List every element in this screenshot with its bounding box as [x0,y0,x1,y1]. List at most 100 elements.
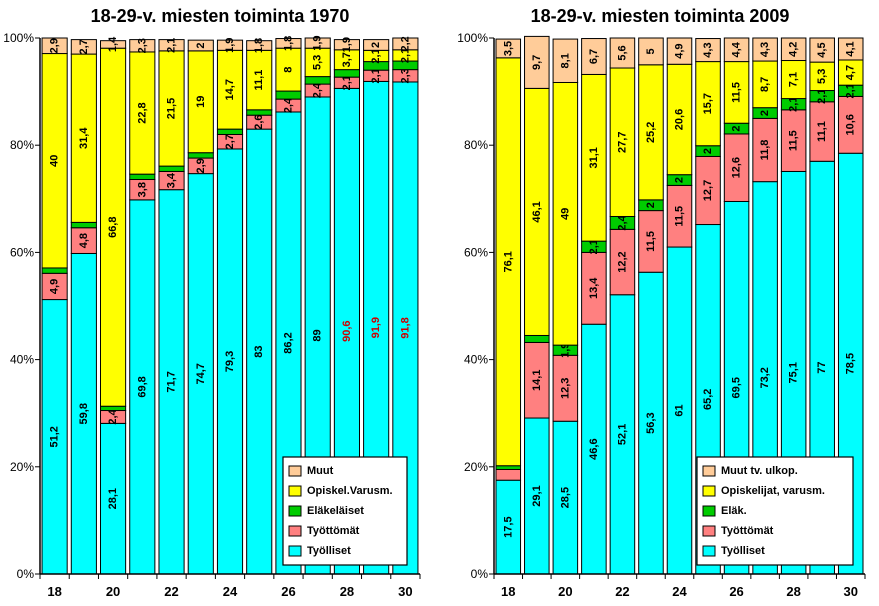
data-label: 2 [195,42,207,48]
data-label: 76,1 [502,251,514,272]
legend-swatch [288,505,302,517]
data-label: 9,7 [531,55,543,70]
bar-segment [723,133,750,202]
data-label: 13,4 [588,277,600,299]
bar-segment [780,109,807,172]
data-label: 2,1 [399,48,411,63]
x-tick-label: 28 [340,584,354,599]
bar-segment [495,479,522,575]
bar-segment [552,354,579,422]
data-label: 4,8 [78,233,90,248]
x-tick-label: 24 [223,584,238,599]
data-label: 2,4 [616,214,628,230]
data-label: 2,3 [136,38,148,53]
y-tick-label: 20% [10,460,34,474]
bar-segment [100,405,127,412]
bar-segment [275,90,302,100]
bar-segment [129,39,156,53]
chart-2009-svg: 17,5 76,1 3,5 29,1 14,1 46,1 9,7 28,5 12,3 1,9 49 8… [457,31,866,599]
bar-segment [723,37,750,63]
data-label: 19 [195,96,207,108]
data-label: 31,1 [588,147,600,168]
bar-segment [609,294,636,575]
data-label: 11,5 [731,82,743,103]
data-label: 4,3 [759,42,771,57]
bar-segment [638,210,664,273]
y-tick-label: 40% [10,353,34,367]
x-tick-label: 18 [501,584,515,599]
legend: Muut tv. ulkop. Opiskelijat, varusm. Eläk.… [696,456,854,566]
bar-segment [187,39,214,52]
bar-segment [638,37,664,66]
data-label: 2,1 [370,48,382,63]
data-label: 1,8 [253,38,265,53]
bar-segment [552,38,579,83]
legend-label: Eläk. [721,505,747,517]
x-tick-label: 28 [786,584,800,599]
chart-1970-svg: 51,2 4,9 40 2,9 59,8 4,8 31,4 2,7 28,1 2,4 66,8 1,4… [3,31,421,599]
data-label: 14,7 [224,79,236,100]
bar-segment [495,465,522,470]
chart-title: 18-29-v. miesten toiminta 2009 [530,6,790,26]
legend-box [282,456,408,566]
data-label: 5 [645,48,657,54]
data-label: 52,1 [616,424,628,445]
legend: Muut Opiskel.Varusm. Eläkeläiset Työttömät T… [282,456,408,566]
bar-segment [695,155,721,226]
bar-segment [158,39,185,52]
y-tick-label: 100% [3,31,34,45]
data-label: 12,7 [702,180,714,201]
bar-segment [609,67,636,217]
data-label: 61 [674,404,686,416]
bar-segment [581,38,607,75]
bar-segment [695,38,721,63]
data-label: 46,1 [531,201,543,222]
data-label: 71,7 [166,371,178,392]
data-label: 3,8 [136,182,148,197]
x-tick-label: 30 [843,584,857,599]
bar-segment [129,199,156,575]
x-tick-label: 26 [729,584,743,599]
bar-segment [246,49,273,111]
data-label: 51,2 [49,426,61,447]
bar-segment [392,37,419,51]
x-tick-label: 22 [615,584,629,599]
chart-1970-panel: 18-29-v. miesten toiminta 1970 51,2 4,9 40… [3,6,421,599]
data-label: 2,1 [341,75,353,90]
data-label: 75,1 [788,362,800,383]
y-tick-label: 60% [464,245,488,259]
bar-segment [129,51,156,175]
bar-segment [752,37,778,62]
data-label: 2 [645,202,657,208]
chart-title: 18-29-v. miesten toiminta 1970 [90,6,350,26]
bar-segment [609,37,636,69]
data-label: 4,1 [845,41,857,56]
data-label: 4,3 [702,42,714,57]
data-label: 2,4 [107,408,119,424]
data-label: 20,6 [674,109,686,130]
bar-segment [666,63,693,176]
data-label: 1,9 [559,343,571,358]
bar-segment [363,39,390,51]
bar-segment [41,267,68,274]
data-label: 91,9 [370,317,382,338]
data-label: 1,8 [282,36,294,51]
bar-segment [216,39,244,51]
data-label: 59,8 [78,403,90,424]
data-label: 4,9 [674,43,686,58]
data-label: 79,3 [224,351,236,372]
legend-label: Eläkeläiset [307,505,364,517]
legend-swatch [702,525,716,537]
bar-segment [809,37,835,63]
bar-segment [129,173,156,181]
data-label: 4,2 [788,42,800,57]
bar-segment [333,69,360,78]
x-tick-label: 18 [47,584,61,599]
bar-segment [695,61,721,147]
data-label: 25,2 [645,122,657,143]
bar-segment [581,323,607,575]
legend-label: Työlliset [721,545,765,557]
bar-segment [581,251,607,325]
bar-segment [216,128,244,135]
data-label: 73,2 [759,367,771,388]
